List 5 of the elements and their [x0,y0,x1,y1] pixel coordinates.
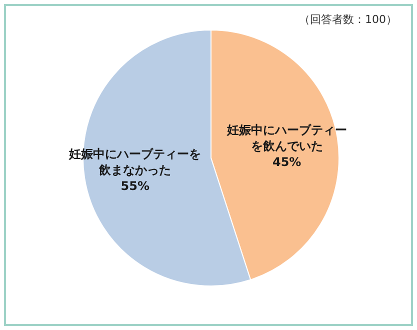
text: （回答者数：100） [299,12,397,27]
slice-label: 妊娠中にハーブティーを飲んでいた [226,122,348,154]
slice-label: 妊娠中にハーブティーを飲まなかった [68,146,202,178]
data-label: 45% [271,154,302,170]
data-label: 55% [120,178,150,194]
